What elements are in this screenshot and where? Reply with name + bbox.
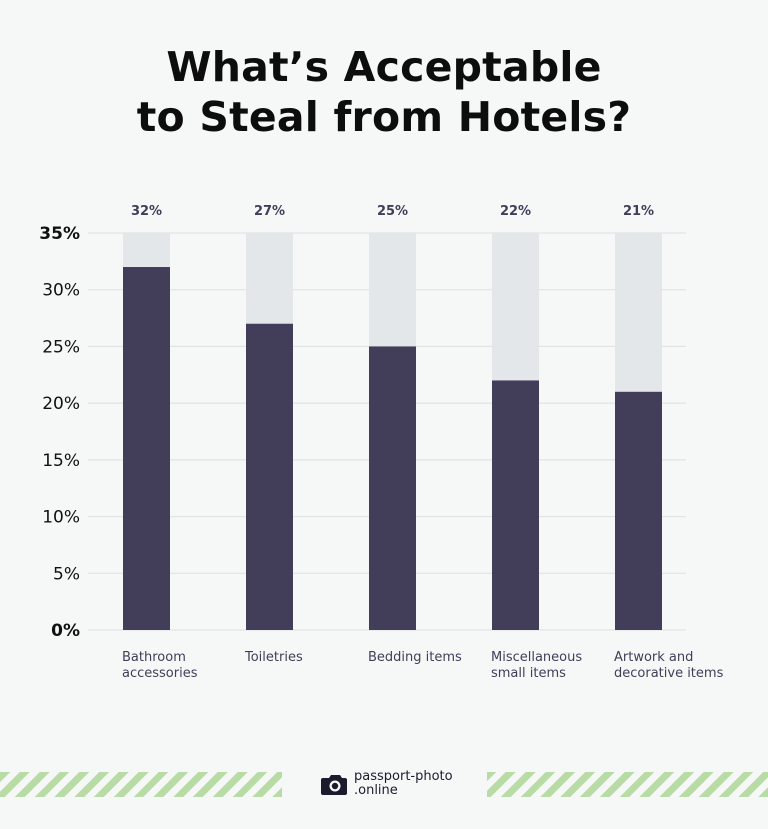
brand-name-line-1: passport-photo	[354, 769, 453, 784]
brand-logo: passport-photo .online	[320, 770, 453, 798]
footer-stripe-left	[0, 772, 282, 797]
y-tick-label: 10%	[42, 508, 80, 528]
y-tick-label: 5%	[53, 564, 80, 584]
brand-name: passport-photo .online	[354, 770, 453, 798]
category-label: Bathroom accessories	[122, 650, 198, 681]
bar	[369, 346, 416, 630]
category-label-line: decorative items	[614, 666, 724, 681]
camera-icon	[321, 775, 347, 795]
category-label-line: Toiletries	[244, 650, 303, 665]
y-tick-label: 15%	[42, 451, 80, 471]
bar-chart: 0% 5% 10% 15% 20% 25% 30% 35% 32% Bathroom accesso…	[39, 204, 724, 681]
category-label-line: accessories	[122, 666, 198, 681]
category-label: Artwork and decorative items	[614, 650, 724, 681]
chart-title: What’s Acceptable to Steal from Hotels?	[0, 42, 768, 142]
category-label-line: Bathroom	[122, 650, 186, 665]
bar	[492, 380, 539, 630]
bar	[246, 323, 293, 630]
category-label-line: Miscellaneous	[491, 650, 582, 665]
y-tick-label: 35%	[39, 224, 80, 244]
y-tick-label: 25%	[42, 337, 80, 357]
footer-stripe-right	[487, 772, 768, 797]
bar	[123, 267, 170, 630]
bar-value-label: 32%	[131, 204, 162, 219]
category-label-line: small items	[491, 666, 566, 681]
category-label: Toiletries	[244, 650, 303, 665]
y-tick-label: 20%	[42, 394, 80, 414]
bar-value-label: 27%	[254, 204, 285, 219]
brand-name-line-2: .online	[354, 783, 398, 798]
category-label-line: Artwork and	[614, 650, 693, 665]
category-label: Bedding items	[368, 650, 462, 665]
y-tick-label: 0%	[51, 621, 80, 641]
y-tick-label: 30%	[42, 281, 80, 301]
category-label-line: Bedding items	[368, 650, 462, 665]
chart-title-line-2: to Steal from Hotels?	[136, 93, 632, 141]
bar-value-label: 22%	[500, 204, 531, 219]
bar-value-label: 25%	[377, 204, 408, 219]
bar-value-label: 21%	[623, 204, 654, 219]
category-label: Miscellaneous small items	[491, 650, 582, 681]
chart-title-line-1: What’s Acceptable	[166, 43, 602, 91]
bar	[615, 391, 662, 630]
